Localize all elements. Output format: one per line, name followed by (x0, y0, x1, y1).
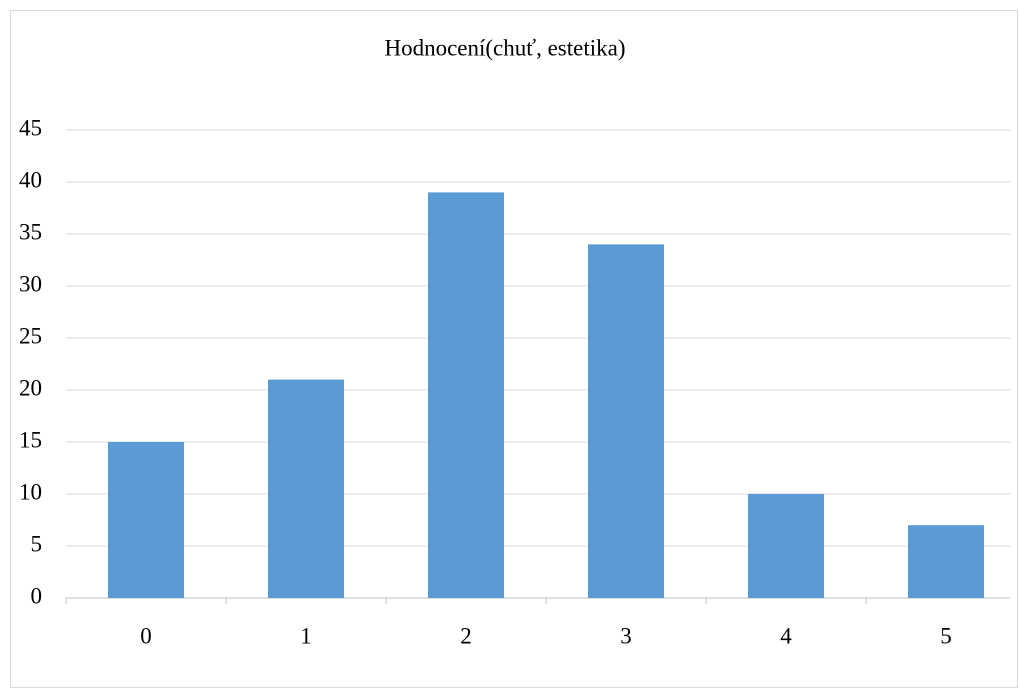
chart-title: Hodnocení(chuť, estetika) (384, 35, 625, 60)
x-tick-label: 3 (620, 623, 632, 648)
y-tick-label: 5 (31, 531, 43, 556)
x-tick-label: 0 (140, 623, 152, 648)
bar (588, 244, 664, 598)
y-tick-label: 0 (31, 583, 43, 608)
y-tick-label: 15 (19, 427, 42, 452)
y-tick-label: 20 (19, 375, 42, 400)
y-tick-label: 25 (19, 323, 42, 348)
y-tick-label: 30 (19, 271, 42, 296)
x-tick-label: 5 (940, 623, 952, 648)
y-tick-label: 40 (19, 167, 42, 192)
x-tick-label: 1 (300, 623, 312, 648)
bar (908, 525, 984, 598)
bar (268, 379, 344, 598)
y-tick-label: 10 (19, 479, 42, 504)
bar (428, 192, 504, 598)
x-tick-label: 4 (780, 623, 792, 648)
y-tick-label: 35 (19, 219, 42, 244)
bar (108, 442, 184, 598)
y-tick-label: 45 (19, 115, 42, 140)
x-tick-label: 2 (460, 623, 472, 648)
bar (748, 494, 824, 598)
